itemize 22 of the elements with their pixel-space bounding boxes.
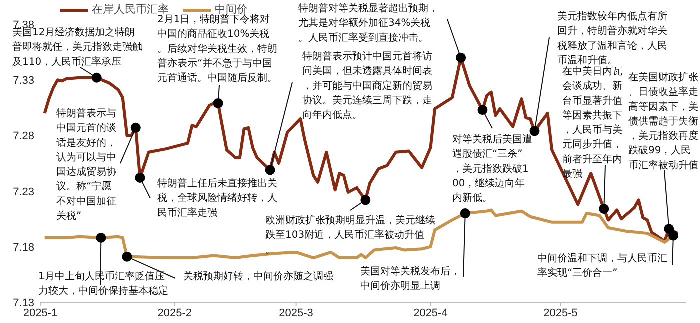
y-tick-label: 7.28 bbox=[13, 130, 35, 143]
annotation: 2月1日，特朗普下令将对中国的商品征收10%关税。后续对华关税生效，特朗普亦表示“并不急于与中国元首通话。中国随后反制。 bbox=[158, 14, 278, 84]
annotation: 在美国财政扩张、日债收益率走高等因素下，美债供需趋于失衡，美元指数再度跌破99，人民币汇率被动升值 bbox=[628, 72, 698, 172]
annotation: 美国对等关税发布后，中间价亦明显上调 bbox=[360, 266, 460, 292]
x-tick-label: 2025-3 bbox=[279, 308, 314, 320]
y-tick-label: 7.33 bbox=[13, 75, 35, 88]
annotation: 特朗普表示预计中国元首将访问美国，但未透露具体时间表，并可能与中国商定新的贸易协议。美元连续三周下跌，走向年内低点。 bbox=[302, 50, 432, 122]
annotation: 美元指数较年内低点有所回升，特朗普亦就对华关税释放了温和言论，人民币温和升值。 bbox=[558, 10, 668, 66]
x-tick-label: 2025-1 bbox=[23, 308, 58, 320]
x-tick-label: 2025-2 bbox=[158, 308, 192, 320]
x-tick-label: 2025-5 bbox=[544, 308, 578, 320]
annotation: 中间价温和下调，与人民币汇率实现“三价合一” bbox=[538, 252, 668, 280]
annotation: 特朗普对等关税显著超出预期，尤其是对华额外加征34%关税。人民币汇率受到直接冲击。 bbox=[298, 2, 438, 44]
x-tick-label: 2025-4 bbox=[414, 308, 448, 320]
y-tick-label: 7.18 bbox=[13, 242, 35, 254]
y-tick-label: 7.23 bbox=[13, 186, 35, 198]
y-tick-label: 7.13 bbox=[13, 298, 35, 310]
annotation: 关税预期好转，中间价亦随之调强 bbox=[184, 270, 334, 282]
legend-label: 在岸人民币汇率 bbox=[92, 2, 169, 16]
legend-label: 中间价 bbox=[215, 2, 248, 16]
annotation: 对等关税后美国遭遇股债汇“三杀”，美元指数跌破100，继续迈向年内新低。 bbox=[452, 134, 532, 204]
annotation: 特朗普表示与中国元首的谈话是友好的，认为可以与中国达成贸易协议。称“宁愿不对中国加征关税” bbox=[56, 108, 116, 222]
